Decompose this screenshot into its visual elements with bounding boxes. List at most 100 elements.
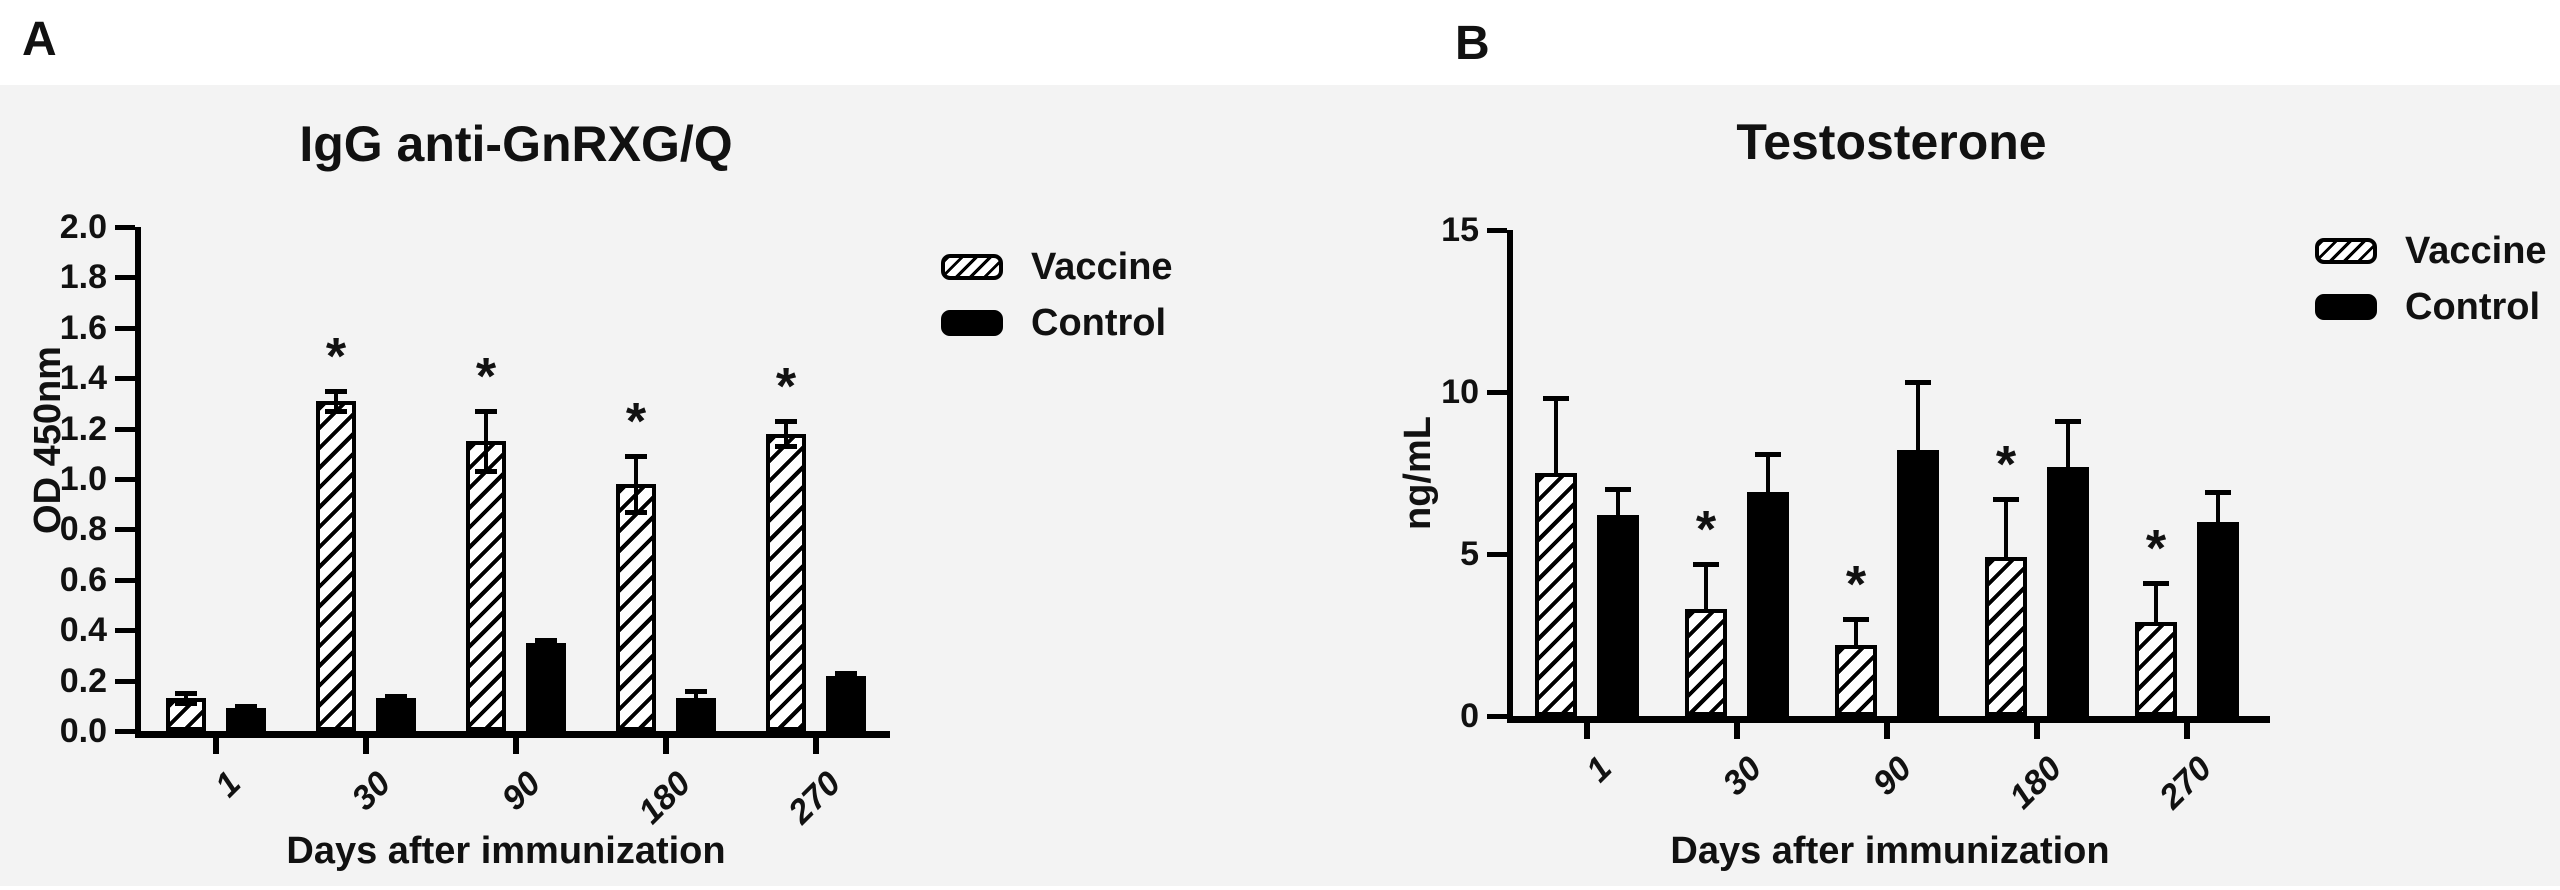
legend-item-control: Control <box>941 302 1173 344</box>
x-tick <box>513 738 519 754</box>
legend-item-control: Control <box>2315 286 2547 328</box>
error-bar-lower <box>184 698 188 704</box>
error-bar-upper <box>1766 453 1770 493</box>
significance-asterisk: * <box>2145 520 2167 579</box>
y-tick-label: 1.4 <box>59 359 107 398</box>
error-bar-lower <box>334 400 338 411</box>
panel-b-title: Testosterone <box>1736 114 2047 170</box>
error-bar-upper <box>2004 498 2008 558</box>
y-tick <box>115 225 135 230</box>
legend-item-vaccine: Vaccine <box>2315 230 2547 272</box>
bar-vaccine-day180 <box>616 484 656 731</box>
x-axis-line <box>135 731 890 738</box>
x-tick <box>213 738 219 754</box>
error-bar-upper <box>1616 489 1620 516</box>
x-tick <box>2034 723 2040 739</box>
y-tick-label: 1.2 <box>59 409 107 448</box>
y-tick <box>1487 552 1507 557</box>
bar-control-day90 <box>1897 450 1939 716</box>
y-tick-label: 0.4 <box>59 611 107 650</box>
bar-vaccine-day30 <box>316 400 356 731</box>
error-bar-upper <box>1554 398 1558 473</box>
x-tick <box>663 738 669 754</box>
y-tick <box>1487 390 1507 395</box>
legend-label-control: Control <box>2405 286 2541 328</box>
y-tick <box>115 477 135 482</box>
x-tick-label: 1 <box>1578 749 1620 790</box>
x-tick-label: 270 <box>781 764 849 832</box>
control-solid-swatch-icon <box>2315 294 2377 320</box>
y-tick <box>115 678 135 684</box>
error-cap-lower <box>685 703 707 709</box>
y-tick-label: 10 <box>1441 373 1479 411</box>
y-tick <box>115 577 135 583</box>
bar-vaccine-day180 <box>1985 557 2027 716</box>
y-tick-label: 0.6 <box>59 560 107 599</box>
x-tick <box>1734 723 1740 739</box>
error-bar-upper <box>1916 382 1920 451</box>
panel-a-legend: Vaccine Control <box>941 246 1173 344</box>
error-bar-upper <box>1704 563 1708 610</box>
error-cap-upper <box>385 693 407 699</box>
y-tick <box>115 628 135 634</box>
error-bar-upper <box>334 390 338 401</box>
y-tick <box>1487 714 1507 719</box>
bar-control-day30 <box>1747 492 1789 716</box>
error-cap-lower <box>835 676 857 682</box>
y-tick-label: 0.2 <box>59 661 107 700</box>
error-cap-upper <box>235 703 257 709</box>
error-bar-lower <box>784 433 788 447</box>
significance-asterisk: * <box>775 358 797 417</box>
y-tick-label: 1.8 <box>59 258 107 297</box>
error-bar-upper <box>1854 618 1858 645</box>
error-cap-upper <box>2205 490 2231 496</box>
error-bar-lower <box>694 698 698 706</box>
control-solid-swatch-icon <box>941 310 1003 336</box>
bar-vaccine-day270 <box>766 433 806 731</box>
error-cap-lower <box>175 701 197 707</box>
legend-label-vaccine: Vaccine <box>1031 246 1173 288</box>
significance-asterisk: * <box>625 393 647 452</box>
error-cap-upper <box>1605 487 1631 493</box>
error-cap-upper <box>625 454 647 460</box>
error-cap-upper <box>685 688 707 694</box>
error-bar-upper <box>784 421 788 434</box>
x-tick <box>363 738 369 754</box>
x-tick-label: 90 <box>1865 749 1920 803</box>
y-tick <box>115 729 135 734</box>
y-axis-line <box>135 227 141 738</box>
error-bar-upper <box>2066 421 2070 467</box>
legend-label-control: Control <box>1031 302 1167 344</box>
error-cap-upper <box>1993 496 2019 502</box>
bar-vaccine-day1 <box>1535 473 1577 716</box>
error-cap-lower <box>775 444 797 450</box>
bar-control-day30 <box>376 698 416 731</box>
bar-vaccine-day90 <box>1835 644 1877 716</box>
y-tick <box>115 325 135 331</box>
bar-control-day1 <box>1597 515 1639 716</box>
panel-b-x-axis-label: Days after immunization <box>1670 830 2110 872</box>
error-cap-upper <box>535 638 557 644</box>
bar-control-day270 <box>2197 521 2239 716</box>
error-cap-lower <box>535 643 557 649</box>
x-tick-label: 30 <box>344 764 399 818</box>
x-tick <box>1584 723 1590 739</box>
y-tick <box>115 275 135 281</box>
y-tick-label: 2.0 <box>59 208 107 246</box>
error-cap-upper <box>835 671 857 677</box>
y-tick-label: 5 <box>1460 535 1479 573</box>
error-bar-upper <box>484 410 488 442</box>
panel-b-legend: Vaccine Control <box>2315 230 2547 328</box>
bar-vaccine-day270 <box>2135 622 2177 716</box>
figure-background <box>0 85 2560 886</box>
error-bar-lower <box>634 484 638 512</box>
error-cap-lower <box>625 509 647 515</box>
error-bar-upper <box>634 456 638 485</box>
error-cap-upper <box>1543 396 1569 402</box>
bar-control-day270 <box>826 675 866 731</box>
y-tick-label: 0.8 <box>59 510 107 549</box>
y-tick-label: 0.0 <box>59 712 107 750</box>
vaccine-hatched-swatch-icon <box>941 254 1003 280</box>
